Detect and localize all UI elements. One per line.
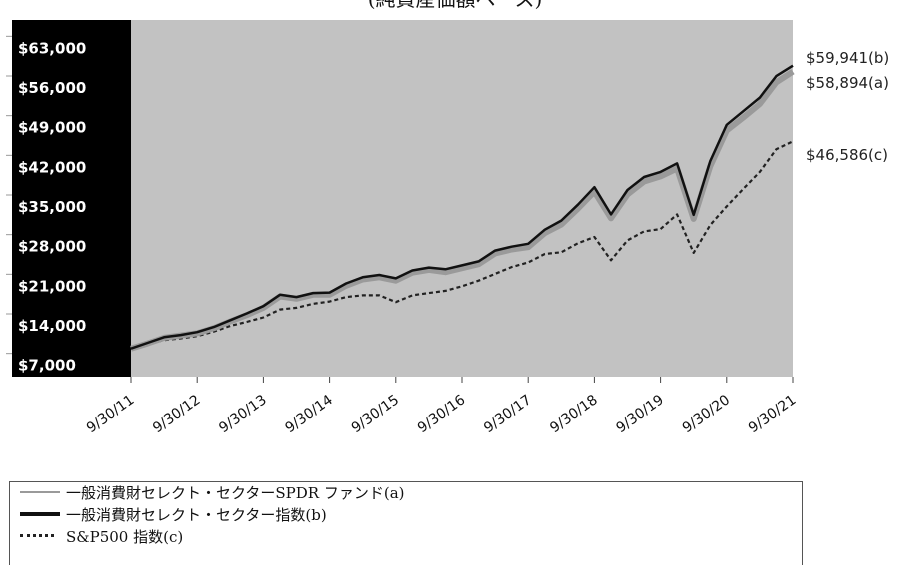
legend-swatch-dashed-line [20,529,60,543]
legend-label: 一般消費財セレクト・セクター指数(b) [66,505,327,524]
x-tick-label: 9/30/20 [680,392,733,436]
legend-swatch-gray-line [20,485,60,499]
y-tick-label: $56,000 [18,79,86,97]
legend-item-sp500: S&P500 指数(c) [20,526,183,546]
series-line-2 [130,140,794,350]
y-tick-label: $49,000 [18,119,86,137]
y-tick-label: $14,000 [18,317,86,335]
x-tick-label: 9/30/11 [84,392,137,436]
legend-label: S&P500 指数(c) [66,527,184,546]
y-axis-panel [12,20,131,377]
y-tick-label: $63,000 [18,39,86,57]
x-tick-label: 9/30/13 [216,392,269,436]
x-tick-label: 9/30/15 [349,392,402,436]
x-tick-label: 9/30/16 [415,392,468,436]
x-axis: 9/30/11 9/30/12 9/30/13 9/30/14 9/30/15 9/30/… [84,377,799,436]
series-line-1 [130,64,794,350]
y-tick-label: $21,000 [18,277,86,295]
x-tick-label: 9/30/21 [746,392,799,436]
x-tick-label: 9/30/19 [613,392,666,436]
x-tick-label: 9/30/12 [150,392,203,436]
y-axis: $7,000 $14,000 $21,000 $28,000 $35,000 $42,00… [6,35,86,375]
x-tick-label: 9/30/17 [481,392,534,436]
legend-swatch-black-line [20,507,60,521]
end-value-labels: $59,941(b) $58,894(a) $46,586(c) [806,49,889,164]
series-line-0 [130,69,795,352]
end-value-label: $58,894(a) [806,74,889,92]
end-value-label: $46,586(c) [806,146,888,164]
series-lines [130,64,795,352]
y-tick-label: $7,000 [18,357,76,375]
legend-item-index: 一般消費財セレクト・セクター指数(b) [20,504,327,524]
x-tick-label: 9/30/14 [282,392,335,436]
line-chart: (純資産価額ベース) $7,000 $14,000 $21,000 $28,000 $3… [6,0,889,436]
y-tick-label: $42,000 [18,158,86,176]
chart-title: (純資産価額ベース) [368,0,543,11]
legend-label: 一般消費財セレクト・セクターSPDR ファンド(a) [66,483,405,502]
legend: 一般消費財セレクト・セクターSPDR ファンド(a) 一般消費財セレクト・セクタ… [9,481,803,565]
legend-item-fund: 一般消費財セレクト・セクターSPDR ファンド(a) [20,482,405,502]
y-tick-label: $28,000 [18,238,86,256]
end-value-label: $59,941(b) [806,49,889,67]
x-tick-label: 9/30/18 [547,392,600,436]
y-tick-label: $35,000 [18,198,86,216]
